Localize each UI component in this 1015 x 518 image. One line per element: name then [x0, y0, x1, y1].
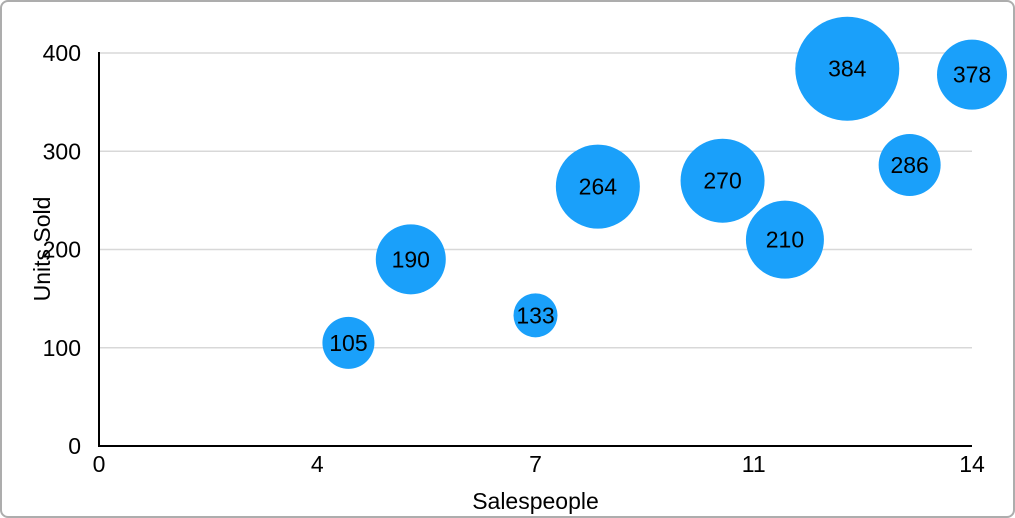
bubble-190[interactable]: [375, 224, 446, 295]
bubble-133[interactable]: [513, 293, 558, 338]
bubble-label-264: 264: [579, 174, 618, 200]
x-tick-label-0: 0: [93, 451, 106, 477]
bubble-label-133: 133: [516, 302, 554, 328]
y-axis-title: Units Sold: [29, 196, 55, 302]
bubble-label-190: 190: [392, 246, 430, 272]
bubble-286[interactable]: [878, 134, 941, 197]
x-tick-label-4: 4: [311, 451, 324, 477]
bubble-label-378: 378: [953, 62, 991, 88]
bubble-378[interactable]: [937, 39, 1007, 110]
bubble-label-210: 210: [766, 227, 804, 253]
x-tick-label-14: 14: [959, 451, 985, 477]
bubble-label-384: 384: [828, 56, 867, 82]
x-tick-label-7: 7: [529, 451, 542, 477]
x-axis-title: Salespeople: [472, 488, 599, 514]
y-tick-label-200: 200: [43, 237, 81, 263]
y-tick-label-300: 300: [43, 138, 81, 164]
bubble-264[interactable]: [555, 144, 640, 229]
bubble-label-105: 105: [329, 330, 367, 356]
y-tick-label-0: 0: [68, 433, 81, 459]
bubble-384[interactable]: [795, 16, 900, 121]
bubble-label-270: 270: [703, 168, 741, 194]
bubble-210[interactable]: [745, 200, 824, 279]
bubble-105[interactable]: [322, 316, 375, 369]
y-tick-label-100: 100: [43, 335, 81, 361]
y-tick-label-400: 400: [43, 40, 81, 66]
bubble-label-286: 286: [890, 152, 928, 178]
bubble-270[interactable]: [680, 138, 765, 223]
x-tick-label-11: 11: [742, 451, 766, 477]
